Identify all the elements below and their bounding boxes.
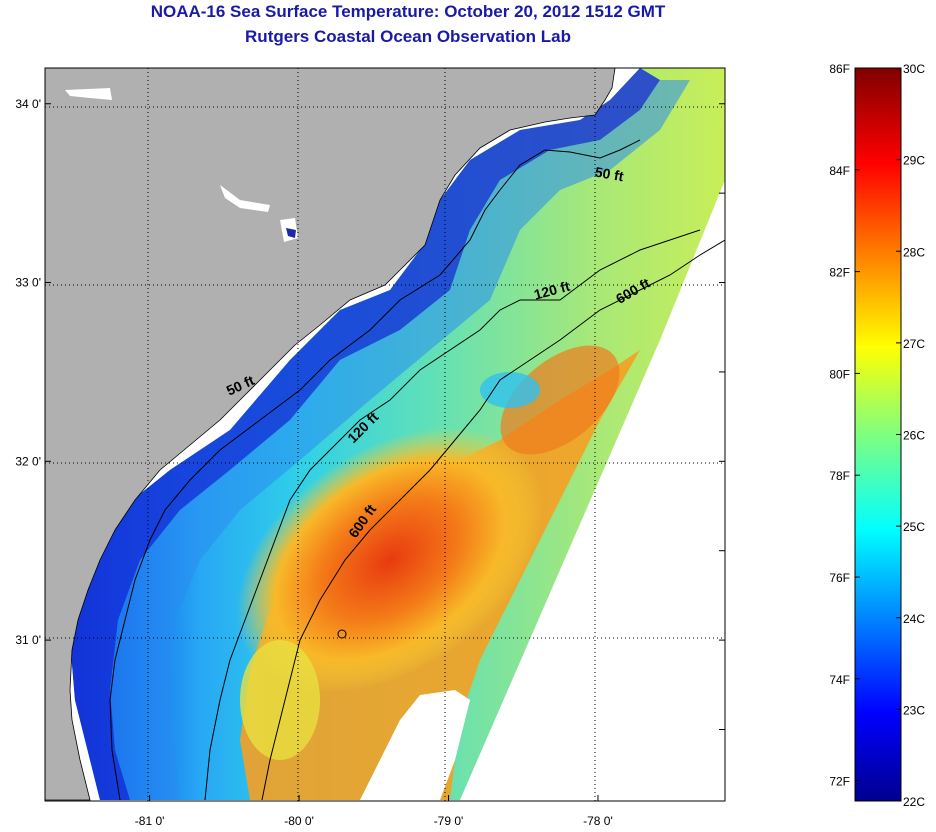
cloud-gap: [360, 690, 470, 800]
lon-tick-label: -79 0': [434, 814, 464, 828]
colorbar-gradient: [854, 67, 902, 802]
contour-label: 50 ft: [594, 164, 625, 185]
sst-swath: [70, 68, 725, 800]
lake-4: [286, 228, 296, 238]
lon-tick-label: -80 0': [284, 814, 314, 828]
bathymetry-contours: [109, 139, 725, 801]
colorbar-c-label: 29C: [903, 154, 925, 168]
map-subtitle: Rutgers Coastal Ocean Observation Lab: [245, 27, 571, 46]
contour-600ft: [261, 239, 725, 801]
lon-tick-label: -81 0': [135, 814, 165, 828]
lat-tick-label: 33 0': [15, 276, 41, 290]
colorbar-c-label: 23C: [903, 703, 925, 717]
colorbar-f-label: 86F: [829, 62, 850, 76]
contour-120ft: [204, 229, 701, 801]
colorbar-c-label: 28C: [903, 245, 925, 259]
land-mass: [45, 68, 616, 801]
cool-eddy: [480, 372, 540, 408]
colorbar-c-label: 22C: [903, 795, 925, 809]
lat-tick-label: 32 0': [15, 454, 41, 468]
colorbar-c-label: 30C: [903, 62, 925, 76]
colorbar-c-label: 26C: [903, 429, 925, 443]
contour-ring: [337, 629, 347, 639]
contour-50ft: [109, 139, 641, 801]
map-title: NOAA-16 Sea Surface Temperature: October…: [150, 2, 666, 21]
colorbar-c-label: 25C: [903, 520, 925, 534]
lat-tick-label: 31 0': [15, 633, 41, 647]
lake-2: [220, 185, 270, 212]
colorbar-f-label: 72F: [829, 775, 850, 789]
colorbar: 30C 29C 28C 27C 26C 25C 24C 23C 22C 86F 84F 82F 80F 7…: [829, 62, 925, 809]
colorbar-f-label: 80F: [829, 367, 850, 381]
colorbar-f-label: 76F: [829, 571, 850, 585]
lon-tick-label: -78 0': [583, 814, 613, 828]
warm-core-2: [500, 345, 620, 455]
coastal-mid-band: [110, 80, 690, 800]
axis-ticks: -81 0' -80 0' -79 0' -78 0' 34 0' 33 0' 32 0' 3…: [15, 97, 725, 828]
lake-1: [65, 88, 112, 100]
warm-core: [237, 427, 543, 693]
colorbar-f-label: 82F: [829, 266, 850, 280]
colorbar-f-label: 84F: [829, 164, 850, 178]
map-frame: [44, 67, 726, 802]
yellow-lower-left: [240, 640, 320, 760]
graticule: [45, 68, 725, 801]
colorbar-f-label: 78F: [829, 469, 850, 483]
colorbar-f-label: 74F: [829, 673, 850, 687]
colorbar-labels: 30C 29C 28C 27C 26C 25C 24C 23C 22C 86F 84F 82F 80F 7…: [829, 62, 925, 809]
colorbar-c-label: 27C: [903, 337, 925, 351]
colorbar-c-label: 24C: [903, 612, 925, 626]
lat-tick-label: 34 0': [15, 97, 41, 111]
